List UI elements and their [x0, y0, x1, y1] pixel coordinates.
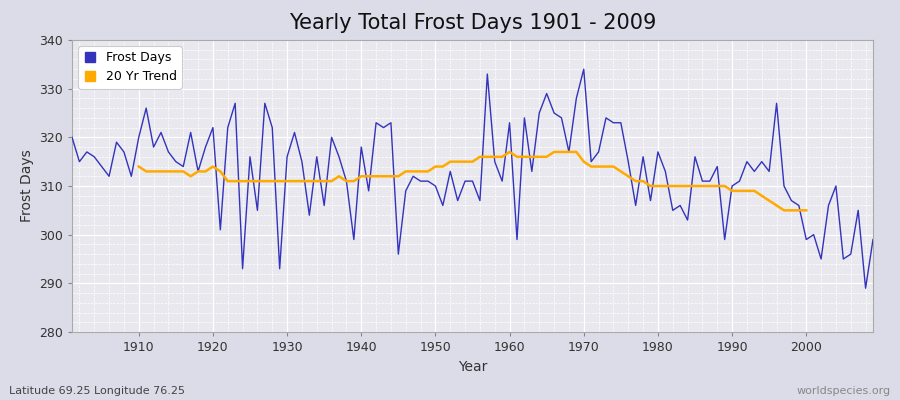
20 Yr Trend — [304, 179, 315, 184]
Frost Days — [289, 130, 300, 135]
Frost Days — [579, 67, 590, 72]
20 Yr Trend — [794, 208, 805, 213]
Frost Days — [126, 174, 137, 179]
20 Yr Trend — [133, 164, 144, 169]
Title: Yearly Total Frost Days 1901 - 2009: Yearly Total Frost Days 1901 - 2009 — [289, 13, 656, 33]
20 Yr Trend — [705, 184, 716, 188]
20 Yr Trend — [504, 150, 515, 154]
X-axis label: Year: Year — [458, 360, 487, 374]
Frost Days — [67, 135, 77, 140]
Frost Days — [600, 116, 611, 120]
20 Yr Trend — [778, 208, 789, 213]
Frost Days — [860, 286, 871, 291]
Frost Days — [334, 154, 345, 159]
Line: Frost Days: Frost Days — [72, 69, 873, 288]
Frost Days — [868, 237, 878, 242]
20 Yr Trend — [801, 208, 812, 213]
20 Yr Trend — [526, 154, 537, 159]
Text: Latitude 69.25 Longitude 76.25: Latitude 69.25 Longitude 76.25 — [9, 386, 185, 396]
Line: 20 Yr Trend: 20 Yr Trend — [139, 152, 806, 210]
Legend: Frost Days, 20 Yr Trend: Frost Days, 20 Yr Trend — [78, 46, 182, 88]
Text: worldspecies.org: worldspecies.org — [796, 386, 891, 396]
Frost Days — [497, 179, 508, 184]
20 Yr Trend — [289, 179, 300, 184]
20 Yr Trend — [215, 169, 226, 174]
Frost Days — [504, 120, 515, 125]
Y-axis label: Frost Days: Frost Days — [20, 150, 33, 222]
